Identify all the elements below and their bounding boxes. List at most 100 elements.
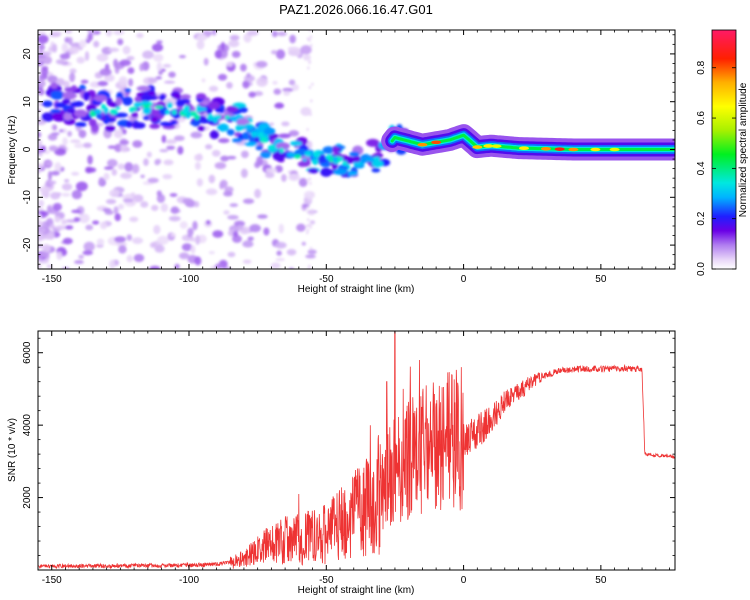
noise-blob [288,79,296,86]
y-tick-label: 6000 [22,341,33,364]
noise-blob [103,166,114,170]
spectrogram-heatmap [38,30,675,269]
noise-blob [40,69,49,76]
noise-blob [42,55,52,65]
colorbar-axis: 0.0 0.2 0.4 0.6 0.8 [696,60,736,276]
noise-blob [61,219,68,225]
noise-blob [97,80,109,87]
noise-blob [85,224,94,231]
colorbar-tick-label: 0.8 [696,60,707,74]
ridge-blob [62,91,76,100]
noise-blob [203,57,209,66]
noise-blob [231,50,241,58]
noise-blob [307,249,317,255]
noise-blob [126,234,132,241]
noise-blob [232,230,239,238]
noise-blob [274,241,287,249]
noise-blob [38,168,41,174]
noise-blob [147,177,159,183]
noise-blob [160,203,169,212]
noise-blob [99,68,112,76]
ridge-blob [278,133,291,139]
noise-blob [149,265,161,269]
snr-x-label: Height of straight line (km) [298,585,415,596]
ridge-blob [136,85,151,92]
noise-blob [47,170,53,181]
noise-blob [78,213,90,224]
noise-blob [309,246,313,250]
noise-blob [219,179,228,188]
noise-blob [281,121,290,127]
ridge-hotspot [590,147,601,152]
ridge-blob [320,167,333,177]
noise-blob [141,61,150,71]
noise-blob [305,254,316,259]
y-tick-label: 10 [22,96,33,108]
ridge-core-blob [198,106,207,112]
noise-blob [54,162,62,172]
ridge-blob [86,104,97,113]
ridge-blob [371,160,384,168]
ridge-core-blob [194,114,200,121]
ridge-core-blob [250,131,258,138]
noise-blob [71,209,82,214]
ridge-hotspot [554,147,565,151]
noise-blob [242,80,250,89]
spectrogram-y-axis: -20 -10 0 10 20 [22,34,675,265]
ridge-blob [74,122,87,128]
noise-blob [196,178,204,187]
noise-blob [51,170,60,176]
noise-blob [105,198,117,205]
noise-blob [309,112,312,116]
colorbar: 0.0 0.2 0.4 0.6 0.8 Normalized spectral ampl… [696,29,749,276]
noise-blob [227,215,239,220]
ridge-core-blob [269,145,275,150]
snr-y-label: SNR (10 * v/v) [7,418,18,482]
ridge-core-blob [293,154,302,159]
noise-blob [274,102,285,109]
ridge-core-blob [207,116,216,121]
x-tick-label: 50 [595,575,607,586]
noise-blob [301,241,306,246]
noise-blob [55,59,66,65]
noise-blob [99,221,108,230]
noise-blob [205,144,213,150]
noise-blob [93,40,100,48]
noise-blob [128,78,134,87]
colorbar-tick-label: 0.2 [696,211,707,225]
noise-blob [227,251,236,258]
noise-blob [308,198,311,202]
noise-blob [85,167,97,173]
x-tick-label: -150 [42,575,62,586]
noise-blob [254,188,262,199]
ridge-core-blob [116,106,121,110]
noise-blob [54,225,67,230]
x-tick-label: -150 [42,274,62,285]
x-tick-label: -50 [319,274,334,285]
noise-blob [249,224,261,233]
noise-blob [49,32,61,38]
ridge-blob [226,105,239,113]
noise-blob [39,210,46,216]
noise-blob [38,227,46,233]
ridge-core-blob [312,150,321,158]
noise-blob [105,30,113,37]
noise-blob [170,233,176,237]
noise-blob [42,243,51,253]
noise-blob [157,235,169,245]
ridge-blob [272,150,286,161]
ridge-blob [131,112,139,118]
noise-blob [221,48,228,59]
noise-blob [308,146,311,150]
noise-blob [80,79,89,84]
noise-blob [156,62,163,72]
noise-blob [217,73,228,81]
noise-blob [75,181,88,192]
noise-blob [118,76,128,87]
ridge-core-blob [140,101,150,105]
noise-blob [117,203,125,210]
ridge-blob [63,112,73,121]
noise-blob [38,88,45,96]
ridge-blob [62,98,71,105]
